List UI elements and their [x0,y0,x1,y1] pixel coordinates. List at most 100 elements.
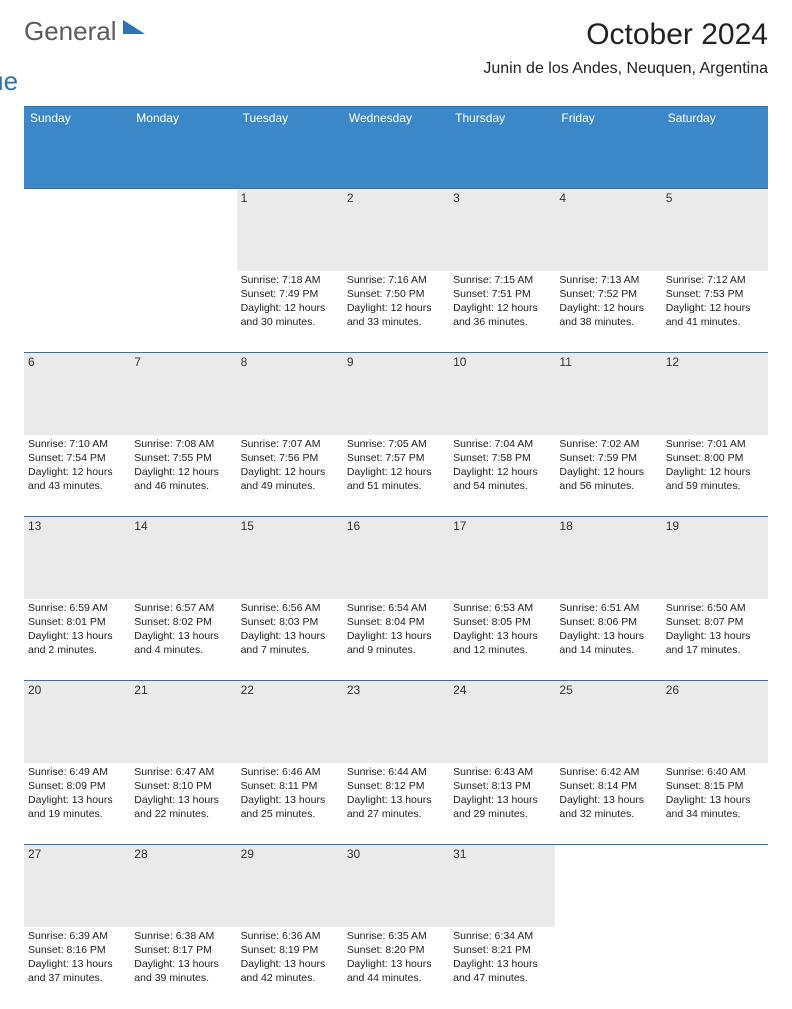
day-cell: Sunrise: 7:16 AMSunset: 7:50 PMDaylight:… [343,271,449,353]
day-cell: Sunrise: 7:18 AMSunset: 7:49 PMDaylight:… [237,271,343,353]
day-cell: Sunrise: 6:57 AMSunset: 8:02 PMDaylight:… [130,599,236,681]
day-number: 25 [555,681,661,763]
day-cell: Sunrise: 7:01 AMSunset: 8:00 PMDaylight:… [662,435,768,517]
day-number: 17 [449,517,555,599]
day-cell [130,271,236,353]
day-number: 3 [449,189,555,271]
day-detail: Sunrise: 7:01 AMSunset: 8:00 PMDaylight:… [666,437,764,494]
day-cell: Sunrise: 6:53 AMSunset: 8:05 PMDaylight:… [449,599,555,681]
day-cell: Sunrise: 6:54 AMSunset: 8:04 PMDaylight:… [343,599,449,681]
day-header: Friday [555,107,661,189]
day-detail: Sunrise: 6:53 AMSunset: 8:05 PMDaylight:… [453,601,551,658]
day-cell: Sunrise: 7:02 AMSunset: 7:59 PMDaylight:… [555,435,661,517]
day-detail: Sunrise: 6:35 AMSunset: 8:20 PMDaylight:… [347,929,445,986]
day-number: 14 [130,517,236,599]
day-detail: Sunrise: 7:16 AMSunset: 7:50 PMDaylight:… [347,273,445,330]
day-number: 18 [555,517,661,599]
title-block: October 2024 Junin de los Andes, Neuquen… [483,18,768,78]
day-detail: Sunrise: 7:07 AMSunset: 7:56 PMDaylight:… [241,437,339,494]
day-cell: Sunrise: 6:40 AMSunset: 8:15 PMDaylight:… [662,763,768,845]
day-cell: Sunrise: 7:10 AMSunset: 7:54 PMDaylight:… [24,435,130,517]
day-cell: Sunrise: 7:15 AMSunset: 7:51 PMDaylight:… [449,271,555,353]
day-number: 23 [343,681,449,763]
day-cell: Sunrise: 7:13 AMSunset: 7:52 PMDaylight:… [555,271,661,353]
day-number: 9 [343,353,449,435]
day-number: 1 [237,189,343,271]
day-number: 12 [662,353,768,435]
day-cell [555,927,661,1009]
day-number: 20 [24,681,130,763]
day-cell: Sunrise: 6:47 AMSunset: 8:10 PMDaylight:… [130,763,236,845]
day-cell: Sunrise: 7:12 AMSunset: 7:53 PMDaylight:… [662,271,768,353]
day-header: Saturday [662,107,768,189]
day-cell: Sunrise: 6:44 AMSunset: 8:12 PMDaylight:… [343,763,449,845]
day-number: 19 [662,517,768,599]
logo: General Blue [24,18,145,94]
day-header: Monday [130,107,236,189]
day-number: 26 [662,681,768,763]
logo-general: General [24,16,117,46]
day-cell: Sunrise: 6:56 AMSunset: 8:03 PMDaylight:… [237,599,343,681]
day-number: 29 [237,845,343,927]
day-header: Tuesday [237,107,343,189]
day-number: 10 [449,353,555,435]
day-cell [662,927,768,1009]
day-number: 30 [343,845,449,927]
day-cell: Sunrise: 6:50 AMSunset: 8:07 PMDaylight:… [662,599,768,681]
day-number: 5 [662,189,768,271]
day-detail: Sunrise: 6:49 AMSunset: 8:09 PMDaylight:… [28,765,126,822]
day-number: 16 [343,517,449,599]
day-detail: Sunrise: 6:38 AMSunset: 8:17 PMDaylight:… [134,929,232,986]
day-detail: Sunrise: 7:15 AMSunset: 7:51 PMDaylight:… [453,273,551,330]
flag-icon [123,20,145,34]
day-number: 22 [237,681,343,763]
day-cell: Sunrise: 6:46 AMSunset: 8:11 PMDaylight:… [237,763,343,845]
day-number: 15 [237,517,343,599]
day-detail: Sunrise: 6:44 AMSunset: 8:12 PMDaylight:… [347,765,445,822]
day-detail: Sunrise: 6:47 AMSunset: 8:10 PMDaylight:… [134,765,232,822]
day-detail: Sunrise: 6:42 AMSunset: 8:14 PMDaylight:… [559,765,657,822]
day-number [662,845,768,927]
day-cell: Sunrise: 6:51 AMSunset: 8:06 PMDaylight:… [555,599,661,681]
day-detail: Sunrise: 7:02 AMSunset: 7:59 PMDaylight:… [559,437,657,494]
day-detail: Sunrise: 6:59 AMSunset: 8:01 PMDaylight:… [28,601,126,658]
day-cell: Sunrise: 7:05 AMSunset: 7:57 PMDaylight:… [343,435,449,517]
day-number: 2 [343,189,449,271]
day-detail: Sunrise: 6:51 AMSunset: 8:06 PMDaylight:… [559,601,657,658]
day-number: 8 [237,353,343,435]
day-cell: Sunrise: 6:35 AMSunset: 8:20 PMDaylight:… [343,927,449,1009]
day-cell: Sunrise: 6:43 AMSunset: 8:13 PMDaylight:… [449,763,555,845]
day-detail: Sunrise: 6:36 AMSunset: 8:19 PMDaylight:… [241,929,339,986]
day-cell: Sunrise: 6:34 AMSunset: 8:21 PMDaylight:… [449,927,555,1009]
logo-blue: Blue [0,68,145,94]
day-detail: Sunrise: 7:05 AMSunset: 7:57 PMDaylight:… [347,437,445,494]
day-header: Sunday [24,107,130,189]
day-cell: Sunrise: 7:07 AMSunset: 7:56 PMDaylight:… [237,435,343,517]
day-cell: Sunrise: 6:36 AMSunset: 8:19 PMDaylight:… [237,927,343,1009]
day-detail: Sunrise: 7:08 AMSunset: 7:55 PMDaylight:… [134,437,232,494]
calendar-table: SundayMondayTuesdayWednesdayThursdayFrid… [24,106,768,1009]
day-cell: Sunrise: 6:39 AMSunset: 8:16 PMDaylight:… [24,927,130,1009]
day-number: 31 [449,845,555,927]
day-number: 13 [24,517,130,599]
day-header: Thursday [449,107,555,189]
day-detail: Sunrise: 7:12 AMSunset: 7:53 PMDaylight:… [666,273,764,330]
day-number: 21 [130,681,236,763]
day-detail: Sunrise: 6:39 AMSunset: 8:16 PMDaylight:… [28,929,126,986]
day-detail: Sunrise: 6:56 AMSunset: 8:03 PMDaylight:… [241,601,339,658]
header: General Blue October 2024 Junin de los A… [24,18,768,94]
day-detail: Sunrise: 6:50 AMSunset: 8:07 PMDaylight:… [666,601,764,658]
day-cell: Sunrise: 6:59 AMSunset: 8:01 PMDaylight:… [24,599,130,681]
day-detail: Sunrise: 7:13 AMSunset: 7:52 PMDaylight:… [559,273,657,330]
day-number: 4 [555,189,661,271]
day-cell: Sunrise: 7:08 AMSunset: 7:55 PMDaylight:… [130,435,236,517]
day-number [555,845,661,927]
location: Junin de los Andes, Neuquen, Argentina [483,60,768,78]
day-number: 24 [449,681,555,763]
day-detail: Sunrise: 6:57 AMSunset: 8:02 PMDaylight:… [134,601,232,658]
day-detail: Sunrise: 6:43 AMSunset: 8:13 PMDaylight:… [453,765,551,822]
day-number [24,189,130,271]
day-cell: Sunrise: 6:42 AMSunset: 8:14 PMDaylight:… [555,763,661,845]
day-detail: Sunrise: 6:46 AMSunset: 8:11 PMDaylight:… [241,765,339,822]
day-cell: Sunrise: 6:38 AMSunset: 8:17 PMDaylight:… [130,927,236,1009]
